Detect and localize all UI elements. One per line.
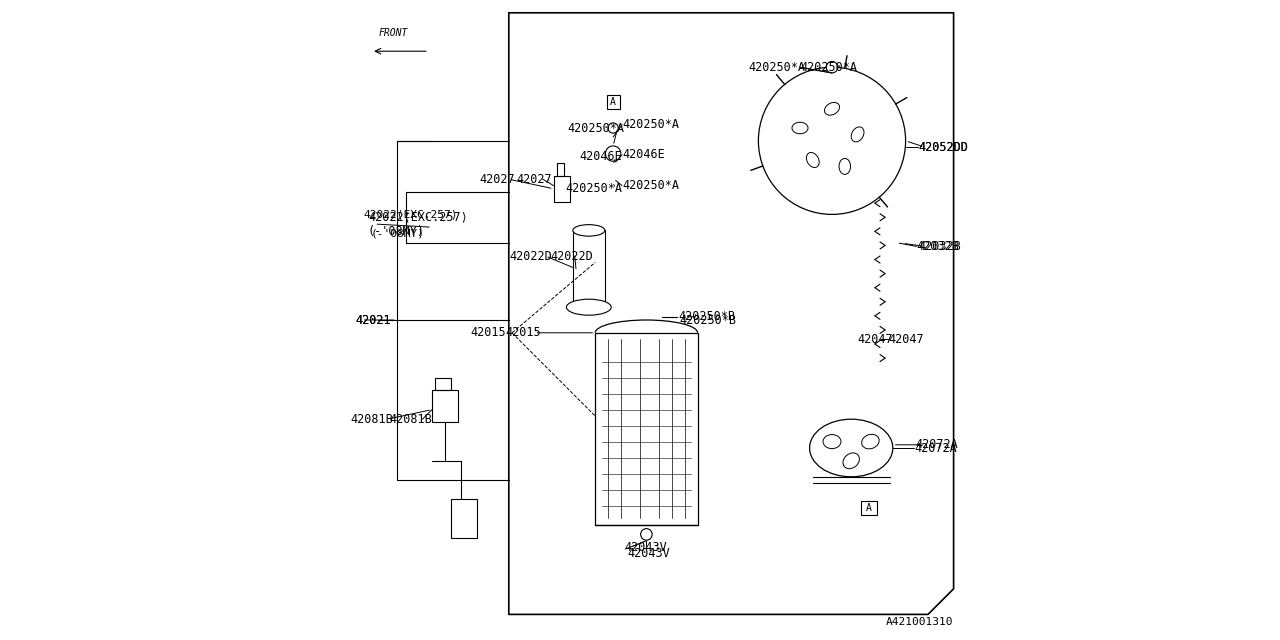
Text: 42047: 42047 [888,333,924,346]
Ellipse shape [792,122,808,134]
Text: A: A [865,503,872,513]
Ellipse shape [809,419,893,477]
Text: 420250*A: 420250*A [564,182,622,195]
Text: 42015: 42015 [470,326,506,339]
Text: 42021: 42021 [356,314,390,326]
Ellipse shape [844,453,859,468]
Circle shape [758,67,906,214]
Text: 420250*A: 420250*A [622,179,680,192]
Text: 42022⟨EXC.257⟩: 42022⟨EXC.257⟩ [364,209,458,220]
Ellipse shape [566,300,612,316]
Ellipse shape [806,152,819,168]
Ellipse shape [824,102,840,115]
Text: 420250*A: 420250*A [622,118,680,131]
Ellipse shape [840,159,851,175]
Bar [573,230,604,307]
Ellipse shape [573,225,604,236]
Text: 42032B: 42032B [919,240,961,253]
Text: (-'08MY): (-'08MY) [371,228,425,239]
Text: A421001310: A421001310 [886,617,954,627]
Circle shape [605,146,621,161]
Text: 42046E: 42046E [622,148,664,161]
Text: 420250*A: 420250*A [567,122,625,134]
Text: 42043V: 42043V [625,541,667,554]
Circle shape [827,61,838,73]
Text: 420250*A: 420250*A [800,61,858,74]
Text: 42027: 42027 [517,173,552,186]
Bar [435,378,452,390]
Bar [452,499,477,538]
Text: 420250*B: 420250*B [680,314,737,326]
Text: 42081B: 42081B [389,413,431,426]
Text: 42015: 42015 [506,326,540,339]
Text: 42022⟨EXC.257⟩
(-'08MY): 42022⟨EXC.257⟩ (-'08MY) [369,210,467,238]
Bar [607,95,620,109]
Ellipse shape [823,435,841,449]
Text: 42072A: 42072A [915,438,957,451]
Text: FRONT: FRONT [379,28,408,38]
Text: 42021: 42021 [356,314,390,326]
Text: 42032B: 42032B [916,240,959,253]
Ellipse shape [851,127,864,142]
Text: 42027: 42027 [480,173,516,186]
Bar [433,390,458,422]
Text: 42022D: 42022D [509,250,552,262]
Text: 42043V: 42043V [627,547,669,560]
Circle shape [608,123,618,133]
Text: 420250*A: 420250*A [748,61,805,74]
Text: 42022D: 42022D [550,250,593,262]
Ellipse shape [861,435,879,449]
Bar [595,333,698,525]
Text: 42052DD: 42052DD [919,141,968,154]
Text: 42072A: 42072A [914,442,956,454]
Bar [860,501,877,515]
Bar [554,176,570,202]
Bar [557,163,564,176]
Text: 42052DD: 42052DD [919,141,968,154]
Text: 42047: 42047 [858,333,893,346]
Text: 42081B: 42081B [351,413,394,426]
Text: 42046E: 42046E [580,150,622,163]
Text: A: A [611,97,616,107]
Text: 420250*B: 420250*B [678,310,736,323]
Circle shape [641,529,652,540]
